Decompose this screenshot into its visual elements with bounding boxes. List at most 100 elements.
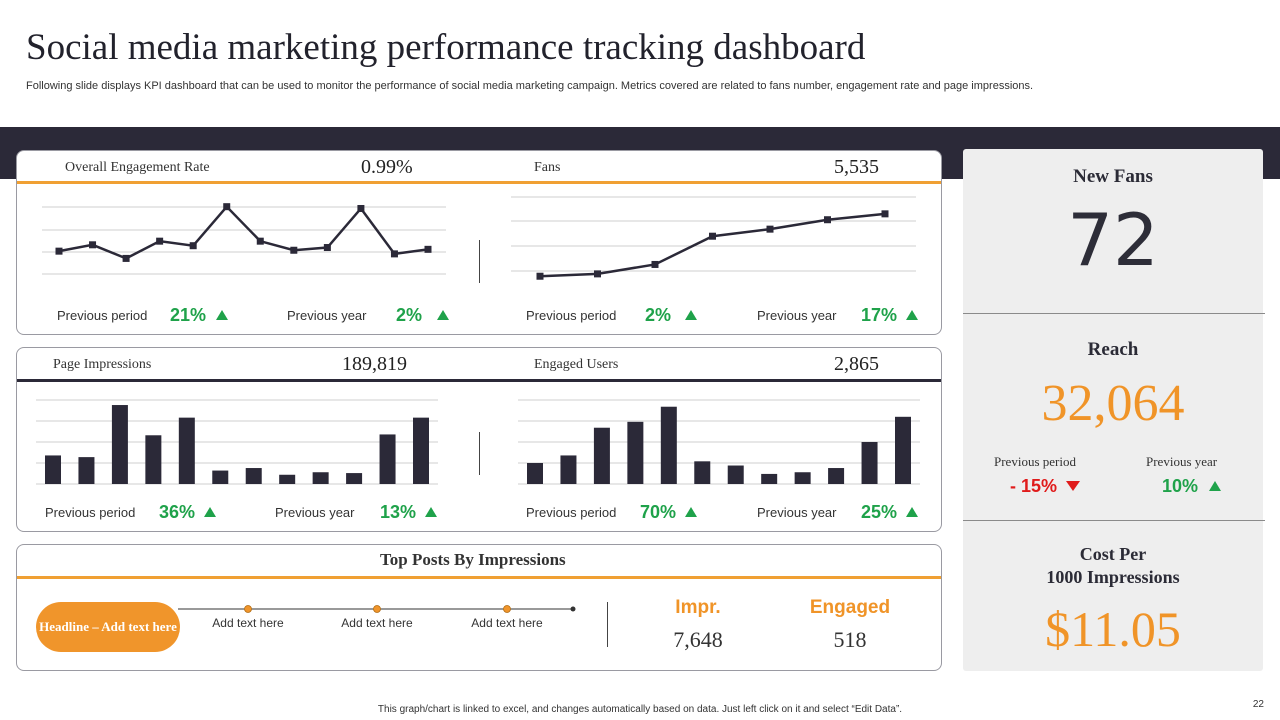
fans-prev-period-pct: 2% xyxy=(645,305,672,325)
bar xyxy=(727,465,744,484)
side-divider xyxy=(963,520,1265,521)
bar xyxy=(413,417,429,484)
data-point xyxy=(223,203,231,211)
engaged-prev-year-label: Previous year xyxy=(757,505,837,520)
reach-prev-year-pct: 10% xyxy=(1162,476,1199,496)
bar xyxy=(861,442,878,484)
data-point xyxy=(824,216,831,224)
fans-value: 5,535 xyxy=(834,156,879,178)
bar xyxy=(312,472,329,484)
top-posts-title: Top Posts By Impressions xyxy=(380,550,566,569)
engaged-count-value: 518 xyxy=(833,627,867,652)
up-arrow-icon xyxy=(906,310,918,320)
impr-value: 7,648 xyxy=(673,627,723,652)
bar xyxy=(627,421,644,484)
page-number: 22 xyxy=(1252,699,1264,710)
impressions-label: Page Impressions xyxy=(53,357,152,372)
impressions-prev-year-label: Previous year xyxy=(275,505,355,520)
bar xyxy=(527,463,543,484)
data-point xyxy=(156,237,164,245)
bar xyxy=(279,474,296,484)
up-arrow-icon xyxy=(216,310,228,320)
engaged-label: Engaged Users xyxy=(534,357,619,372)
up-arrow-icon xyxy=(204,507,216,517)
bar xyxy=(794,472,811,484)
fans-prev-year-pct: 17% xyxy=(861,305,898,325)
timeline-step-2: Add text here xyxy=(341,616,413,630)
timeline xyxy=(178,605,576,613)
cpm-label-line2: 1000 Impressions xyxy=(1046,567,1180,587)
bar xyxy=(245,468,262,484)
reach-prev-period-label: Previous period xyxy=(994,454,1076,469)
reach-label: Reach xyxy=(1087,339,1139,360)
data-point xyxy=(651,260,659,268)
up-arrow-icon xyxy=(685,507,697,517)
impressions-prev-period-label: Previous period xyxy=(45,505,136,520)
timeline-step-3: Add text here xyxy=(471,616,543,630)
impressions-header-line xyxy=(17,379,941,382)
bar xyxy=(694,461,711,484)
reach-value: 32,064 xyxy=(1041,375,1185,432)
kpi-side-panel xyxy=(963,149,1263,671)
data-point xyxy=(709,232,716,240)
timeline-dot xyxy=(373,605,381,613)
up-arrow-icon xyxy=(685,310,697,320)
page-title: Social media marketing performance track… xyxy=(26,27,866,68)
engagement-prev-period-pct: 21% xyxy=(170,305,207,325)
top-posts-header-line xyxy=(17,576,941,579)
engaged-value: 2,865 xyxy=(834,353,879,375)
engagement-prev-year-pct: 2% xyxy=(396,305,423,325)
data-point xyxy=(189,242,197,250)
footer-note: This graph/chart is linked to excel, and… xyxy=(377,704,903,715)
engagement-prev-period-label: Previous period xyxy=(57,308,148,323)
data-point xyxy=(536,272,544,280)
bar xyxy=(178,417,195,484)
series-line xyxy=(58,204,429,260)
fans-line-chart xyxy=(511,196,916,280)
impressions-prev-year-pct: 13% xyxy=(380,502,417,522)
engaged-bar-chart xyxy=(518,399,920,485)
up-arrow-icon xyxy=(437,310,449,320)
headline-pill[interactable]: Headline – Add text here xyxy=(36,602,180,652)
bar xyxy=(78,457,95,484)
new-fans-label: New Fans xyxy=(1073,166,1153,187)
divider xyxy=(607,602,608,647)
data-point xyxy=(357,204,365,212)
up-arrow-icon xyxy=(906,507,918,517)
down-arrow-icon xyxy=(1066,481,1080,491)
timeline-step-1: Add text here xyxy=(212,616,284,630)
reach-prev-year-label: Previous year xyxy=(1146,454,1218,469)
bar xyxy=(212,470,229,484)
bar xyxy=(828,468,845,484)
impr-label: Impr. xyxy=(675,597,721,618)
data-point xyxy=(89,241,97,249)
impressions-bar-chart xyxy=(36,399,438,485)
data-point xyxy=(55,247,63,255)
engaged-count-label: Engaged xyxy=(809,597,891,618)
bar xyxy=(593,427,610,484)
engagement-value: 0.99% xyxy=(361,156,413,178)
impressions-value: 189,819 xyxy=(342,353,407,375)
impressions-prev-period-pct: 36% xyxy=(159,502,196,522)
fans-prev-year-label: Previous year xyxy=(757,308,837,323)
data-point xyxy=(881,210,889,218)
timeline-end-dot xyxy=(570,606,576,612)
side-divider xyxy=(963,313,1265,314)
timeline-dot xyxy=(503,605,511,613)
bar xyxy=(560,455,577,484)
bar xyxy=(660,406,677,484)
bar xyxy=(346,473,363,484)
cpm-value: $11.05 xyxy=(1045,601,1181,657)
divider xyxy=(479,432,480,475)
data-point xyxy=(323,244,331,252)
data-point xyxy=(256,237,264,245)
timeline-dot xyxy=(244,605,252,613)
data-point xyxy=(122,254,130,262)
bar xyxy=(145,435,162,484)
bar xyxy=(111,405,128,484)
up-arrow-icon xyxy=(1209,481,1221,491)
bar xyxy=(895,416,911,484)
bar xyxy=(379,434,396,484)
up-arrow-icon xyxy=(425,507,437,517)
engagement-line-chart xyxy=(42,203,446,275)
